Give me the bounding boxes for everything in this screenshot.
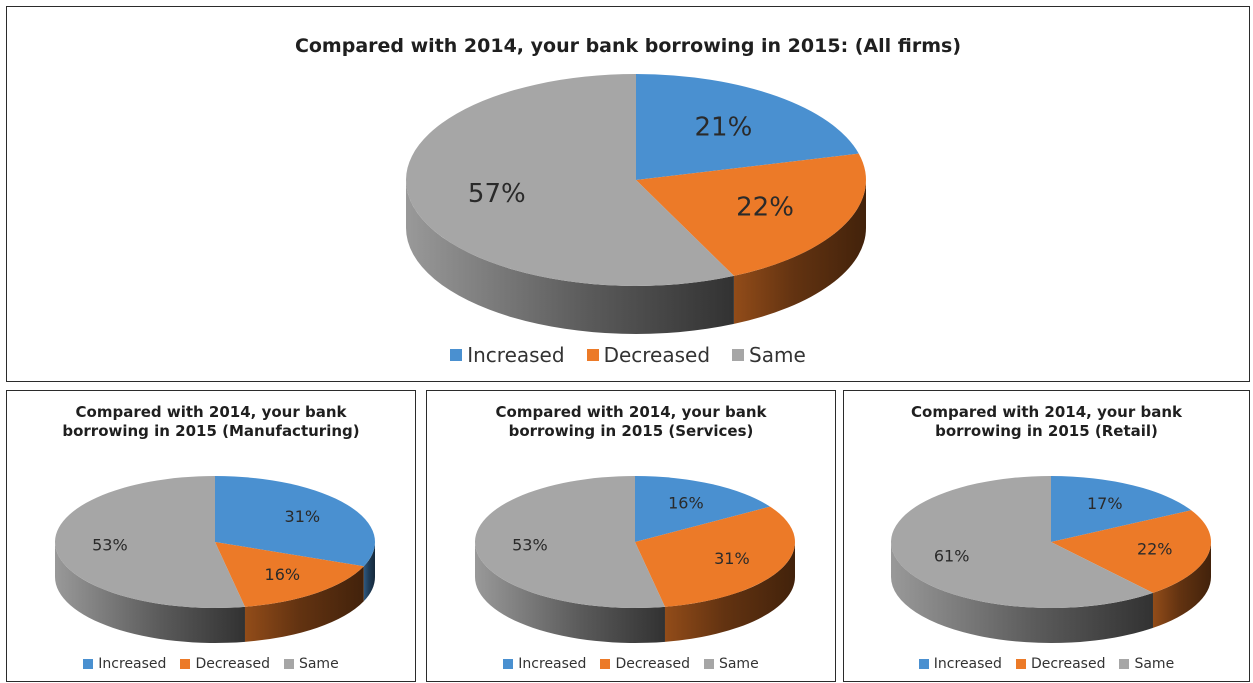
legend: Increased Decreased Same xyxy=(427,656,835,672)
pie-chart: 16% 31% 53% xyxy=(475,476,795,643)
legend-label: Increased xyxy=(933,656,1002,672)
legend: Increased Decreased Same xyxy=(7,656,415,672)
pie-slice-increased xyxy=(635,476,771,542)
legend-item-decreased: Decreased xyxy=(1015,656,1106,672)
legend-label: Same xyxy=(1134,656,1175,672)
pie-chart: 21% 22% 57% xyxy=(405,74,866,334)
pie-slice-same xyxy=(55,476,245,608)
pie-side-decreased xyxy=(664,542,795,642)
pie-side-decreased xyxy=(244,566,364,642)
chart-retail: Compared with 2014, your bank borrowing … xyxy=(843,390,1250,682)
pie-slice-same xyxy=(891,476,1153,608)
legend-label: Decreased xyxy=(195,656,270,672)
pie-slice-decreased xyxy=(636,153,866,276)
legend-label: Increased xyxy=(98,656,167,672)
data-label-decreased: 22% xyxy=(736,192,794,222)
data-label-same: 57% xyxy=(468,179,526,209)
legend-swatch xyxy=(586,349,599,361)
pie-slice-increased xyxy=(636,74,859,180)
pie-slice-decreased xyxy=(635,506,795,607)
pie-side-same xyxy=(475,542,665,643)
legend-item-decreased: Decreased xyxy=(180,656,270,672)
legend-swatch xyxy=(503,659,514,669)
data-label-decreased: 22% xyxy=(1137,540,1173,559)
pie-side-same xyxy=(55,542,245,643)
legend-swatch xyxy=(450,349,463,361)
legend-swatch xyxy=(83,659,94,669)
legend-swatch xyxy=(283,659,294,669)
chart-title: Compared with 2014, your bank borrowing … xyxy=(294,35,962,57)
chart-title: Compared with 2014, your bank borrowing … xyxy=(911,403,1182,440)
pie-chart: 17% 22% 61% xyxy=(891,476,1211,643)
legend-label: Increased xyxy=(467,343,565,367)
data-label-increased: 17% xyxy=(1087,494,1123,513)
legend: Increased Decreased Same xyxy=(844,656,1249,672)
legend-item-decreased: Decreased xyxy=(600,656,690,672)
chart-all-firms: Compared with 2014, your bank borrowing … xyxy=(6,6,1250,382)
legend-swatch xyxy=(600,659,611,669)
legend-swatch xyxy=(918,659,929,669)
data-label-decreased: 16% xyxy=(265,565,301,584)
data-label-same: 61% xyxy=(934,546,970,565)
pie-side-increased xyxy=(363,542,375,602)
pie-chart: 31% 16% 53% xyxy=(55,476,375,643)
data-label-same: 53% xyxy=(92,536,128,555)
legend-item-same: Same xyxy=(703,656,759,672)
pie-slice-increased xyxy=(215,476,375,567)
legend-label: Same xyxy=(718,656,759,672)
legend-swatch xyxy=(703,659,714,669)
legend-item-increased: Increased xyxy=(918,656,1002,672)
legend-item-increased: Increased xyxy=(503,656,586,672)
pie-slice-same xyxy=(405,74,734,286)
data-label-increased: 16% xyxy=(668,493,704,512)
pie-slice-decreased xyxy=(215,542,364,607)
data-label-decreased: 31% xyxy=(714,549,750,568)
legend-label: Decreased xyxy=(603,343,711,367)
legend-item-same: Same xyxy=(283,656,339,672)
legend-item-increased: Increased xyxy=(83,656,166,672)
chart-services: Compared with 2014, your bank borrowing … xyxy=(426,390,836,682)
legend-item-same: Same xyxy=(732,343,806,367)
chart-title: Compared with 2014, your bank borrowing … xyxy=(62,403,360,440)
legend-item-decreased: Decreased xyxy=(586,343,711,367)
pie-side-decreased xyxy=(1152,542,1211,628)
legend-item-increased: Increased xyxy=(450,343,565,367)
pie-slice-decreased xyxy=(1051,510,1211,593)
legend-label: Decreased xyxy=(1030,656,1106,672)
legend-item-same: Same xyxy=(1119,656,1174,672)
data-label-same: 53% xyxy=(512,536,548,555)
legend: Increased Decreased Same xyxy=(7,343,1249,367)
legend-label: Same xyxy=(749,343,806,367)
legend-swatch xyxy=(1119,659,1130,669)
legend-swatch xyxy=(1015,659,1026,669)
data-label-increased: 21% xyxy=(695,113,753,143)
legend-swatch xyxy=(732,349,745,361)
legend-label: Same xyxy=(298,656,339,672)
data-label-increased: 31% xyxy=(285,507,321,526)
pie-slice-same xyxy=(475,476,665,608)
legend-swatch xyxy=(180,659,191,669)
chart-manufacturing: Compared with 2014, your bank borrowing … xyxy=(6,390,416,682)
pie-side-same xyxy=(406,180,734,334)
chart-title: Compared with 2014, your bank borrowing … xyxy=(495,403,767,440)
pie-side-decreased xyxy=(733,180,866,324)
legend-label: Decreased xyxy=(615,656,690,672)
pie-slice-increased xyxy=(1051,476,1192,542)
pie-side-same xyxy=(891,542,1153,643)
legend-label: Increased xyxy=(518,656,587,672)
